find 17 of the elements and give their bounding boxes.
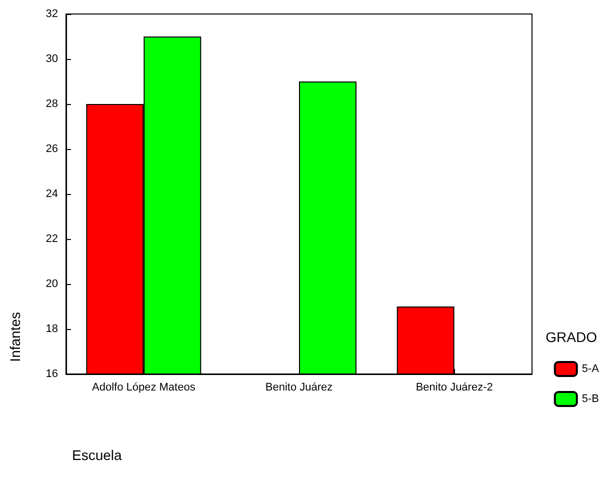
y-tick-label: 18 (46, 323, 58, 335)
y-tick-label: 16 (46, 368, 58, 380)
y-tick-label: 20 (46, 278, 58, 290)
y-tick-label: 24 (46, 188, 58, 200)
y-tick-label: 22 (46, 233, 58, 245)
y-tick-label: 28 (46, 98, 58, 110)
x-tick-label: Benito Juárez (265, 382, 333, 394)
x-tick-label: Adolfo López Mateos (92, 382, 196, 394)
y-tick-label: 32 (46, 8, 58, 20)
x-axis-title: Escuela (72, 447, 122, 463)
legend-label: 5-B (582, 393, 600, 405)
y-tick-label: 26 (46, 143, 58, 155)
legend-label: 5-A (582, 363, 600, 375)
legend-title: GRADO (546, 329, 598, 345)
y-tick-label: 30 (46, 53, 58, 65)
x-tick-label: Benito Juárez-2 (416, 382, 493, 394)
y-axis-title: Infantes (7, 312, 23, 362)
